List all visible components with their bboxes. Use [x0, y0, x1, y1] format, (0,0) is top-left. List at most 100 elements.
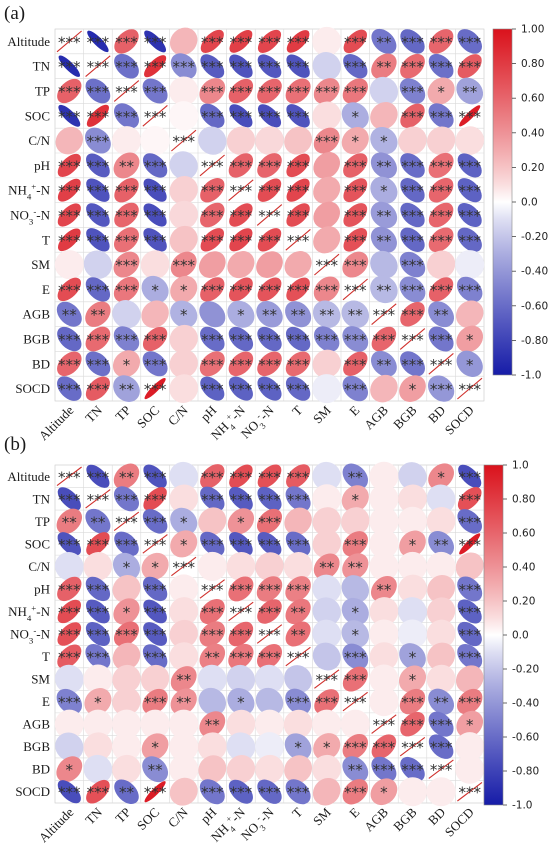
correlation-ellipse: [343, 153, 368, 178]
significance-label: **: [262, 306, 278, 324]
correlation-ellipse: [284, 665, 313, 694]
correlation-ellipse: [229, 203, 253, 227]
significance-label: ***: [401, 306, 424, 324]
diagonal-mark: [371, 714, 397, 734]
correlation-ellipse: [286, 203, 310, 227]
correlation-ellipse: [369, 506, 399, 536]
significance-label: ***: [87, 207, 110, 225]
significance-label: ***: [430, 182, 453, 200]
correlation-ellipse: [113, 463, 140, 489]
correlation-ellipse: [369, 551, 399, 581]
significance-label: **: [376, 33, 392, 51]
correlation-ellipse: [229, 54, 253, 78]
significance-label: **: [291, 626, 307, 644]
column-label: BD: [425, 805, 448, 828]
significance-label: *: [437, 83, 445, 101]
correlation-ellipse: [369, 642, 399, 671]
correlation-ellipse: [397, 551, 428, 581]
diagonal-mark: [199, 154, 225, 177]
correlation-ellipse: [257, 104, 282, 128]
correlation-ellipse: [140, 125, 170, 156]
correlation-ellipse: [455, 754, 485, 784]
row-label: TN: [33, 491, 51, 506]
correlation-ellipse: [455, 552, 484, 581]
significance-label: ***: [201, 331, 224, 349]
significance-label: ***: [458, 108, 481, 126]
significance-label: ***: [201, 536, 224, 554]
significance-label: ***: [58, 157, 81, 175]
significance-label: ***: [201, 603, 224, 621]
significance-label: **: [376, 581, 392, 599]
correlation-ellipse: [312, 619, 342, 649]
diagonal-mark: [113, 511, 140, 532]
correlation-ellipse: [170, 251, 197, 278]
correlation-ellipse: [255, 754, 284, 784]
significance-label: *: [151, 558, 159, 576]
column-label: E: [346, 402, 362, 418]
correlation-ellipse: [400, 227, 425, 252]
significance-label: ***: [87, 33, 110, 51]
colorbar-tick-label: -0.60: [521, 300, 548, 312]
correlation-ellipse: [142, 644, 168, 669]
significance-label: ***: [230, 491, 253, 509]
correlation-ellipse: [199, 621, 226, 647]
correlation-ellipse: [457, 486, 482, 511]
correlation-ellipse: [428, 688, 455, 715]
correlation-ellipse: [142, 326, 168, 352]
correlation-ellipse: [200, 486, 225, 511]
correlation-ellipse: [86, 228, 110, 252]
correlation-ellipse: [427, 375, 455, 402]
column-label: AGB: [361, 804, 391, 834]
diagonal-mark: [56, 466, 82, 486]
panel-b: (b) *** *** ** *** *** *** *** *** ** * *** *** *** *…: [0, 430, 550, 856]
correlation-ellipse: [343, 54, 368, 79]
correlation-ellipse: [371, 326, 397, 352]
correlation-ellipse: [400, 29, 425, 54]
significance-label: ***: [258, 33, 281, 51]
significance-label: ***: [401, 83, 424, 101]
significance-label: ***: [287, 33, 310, 51]
correlation-ellipse: [57, 780, 81, 804]
correlation-ellipse: [112, 574, 141, 603]
significance-label: *: [380, 784, 388, 802]
row-label: TN: [33, 59, 51, 74]
significance-label: ***: [344, 207, 367, 225]
correlation-ellipse: [457, 509, 482, 534]
correlation-ellipse: [257, 78, 282, 104]
significance-label: ***: [287, 58, 310, 76]
correlation-ellipse: [283, 709, 313, 739]
correlation-ellipse: [312, 484, 342, 514]
correlation-ellipse: [314, 689, 340, 715]
correlation-ellipse: [226, 552, 256, 581]
correlation-ellipse: [370, 126, 398, 155]
correlation-ellipse: [57, 576, 82, 602]
significance-label: ***: [115, 58, 138, 76]
correlation-ellipse: [141, 733, 169, 761]
diagonal-mark: [256, 204, 283, 226]
correlation-ellipse: [313, 326, 340, 352]
significance-label: ***: [58, 649, 81, 667]
significance-label: ***: [458, 626, 481, 644]
correlation-ellipse: [426, 551, 456, 581]
correlation-ellipse: [398, 665, 427, 693]
correlation-ellipse: [285, 779, 311, 805]
row-label: SOCD: [15, 784, 50, 799]
correlation-ellipse: [199, 351, 225, 377]
significance-label: ***: [58, 232, 81, 250]
correlation-ellipse: [286, 277, 310, 302]
correlation-ellipse: [200, 326, 225, 352]
correlation-ellipse: [257, 326, 282, 352]
diagonal-mark: [228, 601, 254, 622]
significance-label: ***: [315, 257, 338, 275]
diagonal-mark: [285, 646, 311, 667]
correlation-ellipse: [369, 461, 399, 491]
significance-label: *: [180, 536, 188, 554]
correlation-heatmap-a: *** *** *** *** *** *** *** *** *** ** *** *** *****…: [7, 24, 548, 444]
row-label: TP: [35, 514, 50, 529]
correlation-ellipse: [286, 54, 310, 78]
column-label: T: [289, 402, 305, 418]
significance-label: ***: [344, 694, 367, 712]
significance-label: ***: [58, 182, 81, 200]
correlation-ellipse: [200, 228, 225, 252]
correlation-ellipse: [143, 228, 167, 252]
